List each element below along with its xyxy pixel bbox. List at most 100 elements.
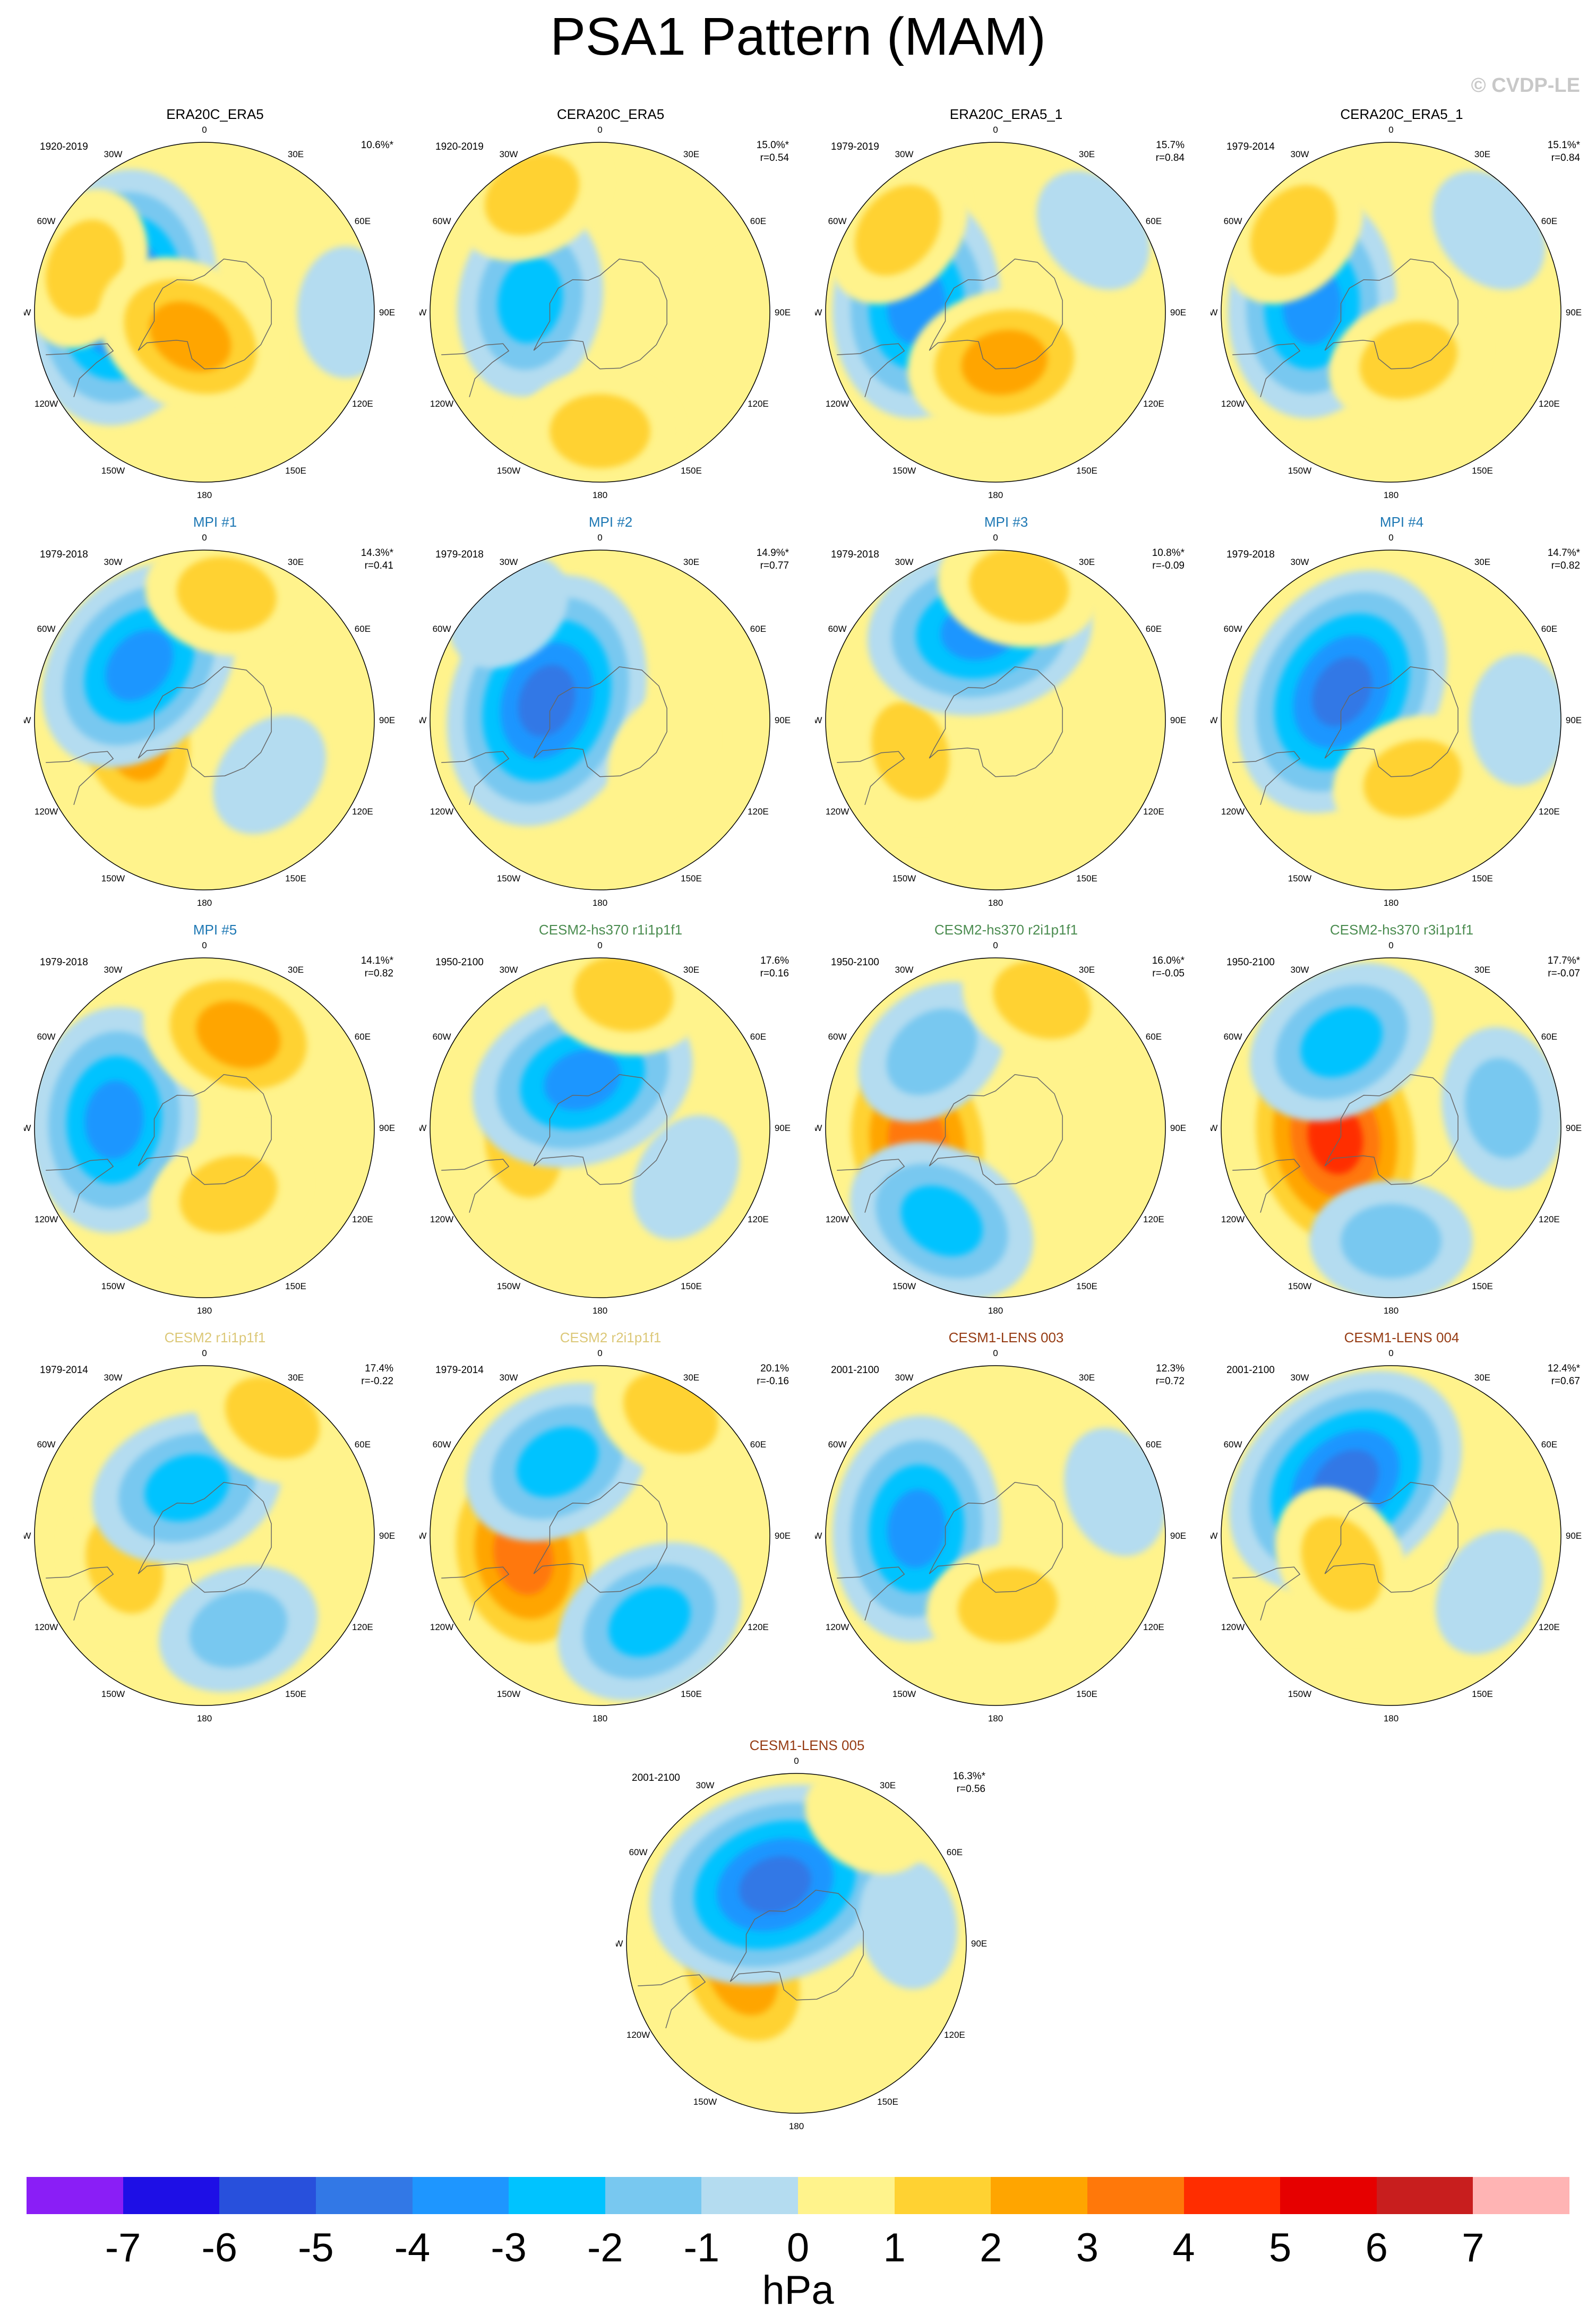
negative-anomaly-contour — [544, 1049, 621, 1111]
panel-title: MPI #3 — [984, 514, 1028, 530]
panel-title: CESM2 r2i1p1f1 — [560, 1330, 662, 1345]
longitude-label: 120E — [1143, 807, 1164, 817]
longitude-label: 0 — [1388, 125, 1393, 135]
longitude-label: 90E — [971, 1939, 987, 1949]
panel-period: 1979-2018 — [435, 549, 484, 560]
pattern-correlation: r=-0.16 — [757, 1376, 789, 1387]
longitude-label: 120W — [430, 1622, 453, 1632]
explained-variance: 10.6%* — [361, 140, 393, 151]
longitude-label: 150E — [681, 873, 702, 884]
explained-variance: 20.1% — [760, 1363, 789, 1374]
map-border — [825, 1365, 1166, 1706]
colorbar-segment — [605, 2177, 702, 2214]
longitude-label: 180 — [988, 898, 1003, 908]
colorbar-segment — [798, 2177, 895, 2214]
longitude-label: 60W — [433, 1439, 451, 1450]
explained-variance: 14.9%* — [756, 547, 789, 559]
negative-anomaly-contour — [608, 1586, 691, 1657]
polar-map: 0 30E 60E 90E 120E 150E 180 150W 120W 90W 60W 30W — [1211, 1348, 1582, 1724]
longitude-label: 60E — [1541, 1439, 1557, 1450]
positive-anomaly-contour — [969, 550, 1069, 624]
panel-title: ERA20C_ERA5 — [166, 106, 264, 122]
longitude-label: 0 — [1388, 1348, 1393, 1358]
panel-period: 1920-2019 — [40, 141, 88, 152]
panel-stats: 14.9%* r=0.77 — [757, 547, 789, 572]
longitude-label: 90E — [1566, 307, 1582, 318]
longitude-label: 120E — [748, 1622, 769, 1632]
antarctica-coastline — [730, 1890, 864, 2001]
longitude-label: 90W — [24, 715, 31, 725]
longitude-label: 120E — [352, 399, 373, 409]
colorbar-tick-label: 4 — [1172, 2225, 1195, 2270]
pattern-correlation: r=0.41 — [364, 560, 393, 571]
longitude-label: 90E — [775, 307, 791, 318]
longitude-label: 30E — [683, 557, 699, 567]
explained-variance: 17.6% — [760, 955, 789, 966]
map-border — [34, 1365, 375, 1706]
longitude-label: 60W — [1224, 1439, 1242, 1450]
longitude-label: 60E — [1541, 1032, 1557, 1042]
longitude-label: 120W — [430, 399, 453, 409]
south-america-coastline — [837, 1159, 905, 1213]
south-america-coastline — [46, 1159, 114, 1213]
longitude-label: 180 — [988, 1306, 1003, 1316]
south-america-coastline — [1232, 751, 1301, 805]
longitude-label: 150W — [497, 466, 520, 476]
longitude-label: 30E — [683, 965, 699, 975]
map-panel: 0 30E 60E 90E 120E 150E 180 150W 120W 90W 60W 30W MP… — [24, 514, 406, 918]
colorbar-segment — [219, 2177, 316, 2214]
longitude-label: 0 — [794, 1756, 799, 1766]
explained-variance: 17.7%* — [1547, 955, 1580, 966]
polar-map: 0 30E 60E 90E 120E 150E 180 150W 120W 90W 60W 30W — [419, 940, 791, 1316]
longitude-label: 0 — [597, 940, 602, 950]
longitude-label: 180 — [988, 490, 1003, 500]
colorbar-segment — [509, 2177, 605, 2214]
south-america-coastline — [1232, 1159, 1301, 1213]
map-panel: 0 30E 60E 90E 120E 150E 180 150W 120W 90W 60W 30W CE… — [1211, 922, 1593, 1325]
longitude-label: 90W — [815, 307, 822, 318]
longitude-label: 120E — [1539, 399, 1560, 409]
longitude-label: 90E — [1170, 1123, 1186, 1133]
longitude-label: 120E — [944, 2030, 965, 2040]
longitude-label: 120W — [1221, 1622, 1245, 1632]
panel-title: CESM2-hs370 r1i1p1f1 — [538, 922, 683, 938]
longitude-label: 120W — [1221, 807, 1245, 817]
longitude-label: 90E — [775, 1531, 791, 1541]
longitude-label: 150E — [681, 466, 702, 476]
map-panel: 0 30E 60E 90E 120E 150E 180 150W 120W 90W 60W 30W MP… — [419, 514, 802, 918]
colorbar-tick-label: -2 — [587, 2225, 623, 2270]
panel-title: CESM1-LENS 004 — [1344, 1330, 1460, 1345]
panel-title: CERA20C_ERA5 — [556, 106, 665, 122]
colorbar — [27, 2177, 1569, 2219]
panel-stats: 14.1%* r=0.82 — [361, 955, 393, 980]
south-america-coastline — [1232, 343, 1301, 398]
longitude-label: 150W — [1288, 1689, 1311, 1699]
longitude-label: 0 — [993, 533, 998, 543]
longitude-label: 120W — [35, 399, 58, 409]
longitude-label: 120E — [352, 1622, 373, 1632]
longitude-label: 60E — [750, 216, 766, 226]
longitude-label: 0 — [597, 1348, 602, 1358]
longitude-label: 30E — [880, 1780, 896, 1790]
longitude-label: 180 — [1384, 1306, 1398, 1316]
longitude-label: 60W — [828, 1032, 847, 1042]
longitude-label: 0 — [202, 125, 207, 135]
explained-variance: 14.1%* — [361, 955, 393, 966]
antarctica-coastline — [533, 1074, 667, 1185]
panel-period: 1979-2018 — [40, 957, 88, 968]
longitude-label: 180 — [789, 2121, 804, 2131]
map-border — [34, 957, 375, 1298]
longitude-label: 120W — [826, 1622, 849, 1632]
longitude-label: 180 — [197, 1306, 212, 1316]
longitude-label: 60W — [37, 624, 56, 634]
longitude-label: 60E — [1541, 624, 1557, 634]
longitude-label: 120E — [748, 807, 769, 817]
longitude-label: 30W — [1291, 149, 1309, 159]
antarctica-coastline — [138, 1074, 272, 1185]
pattern-correlation: r=0.16 — [760, 968, 789, 979]
panel-period: 1950-2100 — [435, 957, 484, 968]
negative-anomaly-contour — [1465, 1058, 1541, 1159]
map-panel: 0 30E 60E 90E 120E 150E 180 150W 120W 90W 60W 30W CE… — [616, 1737, 998, 2141]
negative-anomaly-contour — [105, 630, 174, 701]
longitude-label: 180 — [593, 898, 607, 908]
